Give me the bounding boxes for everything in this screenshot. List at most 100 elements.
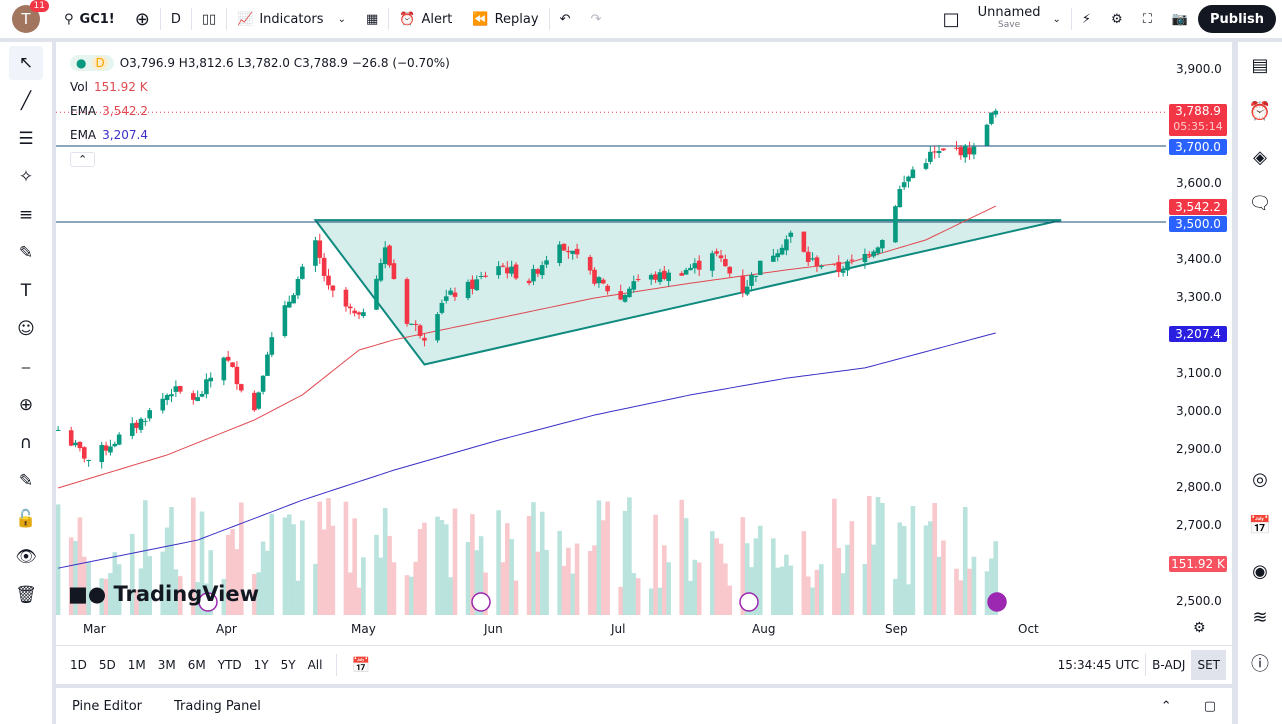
alarm-clock-icon[interactable]: ⏰: [1248, 100, 1272, 122]
zoom-in-tool[interactable]: ⊕: [18, 395, 34, 415]
settings-button[interactable]: ⚙: [1101, 0, 1133, 38]
undo-icon: ↶: [559, 11, 571, 27]
volume-bar: [505, 523, 510, 615]
chart-pane[interactable]: ● D O3,796.9 H3,812.6 L3,782.0 C3,788.9 −2…: [56, 42, 1232, 684]
range-3m[interactable]: 3M: [157, 657, 176, 672]
candle-body: [971, 146, 977, 155]
range-1y[interactable]: 1Y: [253, 657, 269, 672]
fib-tool[interactable]: ≡: [18, 205, 34, 225]
undo-button[interactable]: ↶: [550, 0, 581, 38]
candle-body: [605, 285, 610, 292]
volume-bar: [648, 588, 654, 615]
volume-bar: [696, 562, 702, 615]
volume-bar: [252, 574, 257, 615]
emoji-tool[interactable]: ☺: [17, 319, 35, 339]
goto-date-icon[interactable]: 📅: [351, 655, 371, 674]
lock-icon[interactable]: 🔓: [15, 509, 37, 529]
lock-drawing-tool[interactable]: ✎: [18, 471, 34, 491]
eye-icon[interactable]: 👁: [15, 547, 37, 567]
symbol-search[interactable]: ⚲ GC1!: [64, 11, 115, 27]
chart-type-button[interactable]: ▯▯: [192, 0, 226, 38]
horizontal-lines-tool[interactable]: ☰: [18, 129, 34, 149]
snapshot-button[interactable]: 📷: [1162, 0, 1198, 38]
avatar[interactable]: T 11: [12, 0, 49, 33]
indicators-button[interactable]: 📈 Indicators ⌄: [237, 11, 346, 27]
candle-body: [138, 418, 144, 430]
volume-bar: [199, 511, 205, 615]
redo-button[interactable]: ↷: [580, 0, 611, 38]
trendline-tool[interactable]: ╱: [20, 91, 32, 111]
volume-bar: [932, 502, 937, 615]
market-status[interactable]: ● D: [70, 55, 114, 71]
alert-button[interactable]: ⏰ Alert: [399, 11, 453, 27]
candle-body: [474, 279, 480, 291]
quick-search-button[interactable]: ⚡: [1072, 0, 1101, 38]
adjust-button[interactable]: B-ADJ: [1152, 657, 1186, 672]
fullscreen-button[interactable]: ⛶: [1133, 0, 1162, 38]
trash-icon[interactable]: 🗑: [15, 585, 37, 605]
layout-button[interactable]: □ Unnamed Save ⌄: [942, 5, 1061, 30]
tab-trading-panel[interactable]: Trading Panel: [174, 698, 261, 714]
maximize-panel-icon[interactable]: ▢: [1203, 698, 1216, 714]
text-tool[interactable]: T: [20, 281, 32, 301]
layers-icon[interactable]: ◈: [1253, 146, 1267, 168]
volume-bar: [260, 541, 266, 615]
volume-bar: [81, 556, 87, 615]
pattern-tool[interactable]: ✧: [18, 167, 34, 187]
volume-bar: [531, 502, 536, 615]
help-icon[interactable]: ⓘ: [1251, 654, 1269, 675]
chat-icon[interactable]: 🗨: [1248, 192, 1272, 214]
volume-bar: [557, 530, 562, 615]
templates-button[interactable]: ▦: [356, 0, 388, 38]
candle-body: [300, 266, 305, 279]
volume-bar: [452, 508, 458, 615]
session-button[interactable]: SET: [1191, 649, 1226, 680]
range-6m[interactable]: 6M: [187, 657, 206, 672]
volume-bar: [928, 521, 933, 615]
range-1d[interactable]: 1D: [70, 657, 87, 672]
clock[interactable]: 15:34:45 UTC: [1057, 657, 1140, 672]
volume-bar: [191, 497, 196, 615]
publish-button[interactable]: Publish: [1198, 5, 1276, 33]
brush-tool[interactable]: ✎: [18, 243, 34, 263]
collapse-panel-icon[interactable]: ⌃: [1160, 698, 1172, 714]
compare-button[interactable]: ⊕: [125, 0, 160, 38]
volume-bar: [993, 541, 999, 615]
candle-body: [103, 445, 109, 451]
range-ytd[interactable]: YTD: [217, 657, 242, 672]
broadcast-icon[interactable]: ≋: [1252, 606, 1268, 628]
calendar-icon[interactable]: 📅: [1248, 514, 1272, 536]
range-all[interactable]: All: [307, 657, 323, 672]
ohlc-values: O3,796.9 H3,812.6 L3,782.0 C3,788.9 −26.…: [119, 56, 450, 70]
volume-bar: [544, 549, 549, 615]
watchlist-icon[interactable]: ▤: [1251, 54, 1269, 76]
volume-bar: [635, 578, 641, 615]
volume-bar: [771, 538, 776, 615]
collapse-legend-button[interactable]: ⌃: [70, 151, 96, 167]
candle-body: [313, 240, 318, 266]
volume-bar: [570, 573, 576, 615]
interval-button[interactable]: D: [170, 11, 181, 27]
candle-body: [679, 273, 685, 276]
candle-body: [147, 410, 152, 419]
volume-bar: [587, 551, 593, 615]
range-5y[interactable]: 5Y: [280, 657, 296, 672]
candle-body: [744, 286, 750, 295]
magnet-tool[interactable]: ∩: [19, 433, 33, 453]
range-1m[interactable]: 1M: [127, 657, 146, 672]
tab-pine-editor[interactable]: Pine Editor: [72, 698, 143, 714]
replay-button[interactable]: ⏪ Replay: [472, 11, 539, 27]
divider: [548, 8, 550, 30]
target-icon[interactable]: ◎: [1252, 468, 1268, 490]
volume-bar: [73, 541, 78, 615]
price-chart[interactable]: [56, 42, 1232, 684]
axis-settings-icon[interactable]: ⚙: [1193, 620, 1206, 636]
volume-bar: [143, 500, 148, 615]
candle-body: [496, 266, 501, 276]
ruler-tool[interactable]: ⎯: [21, 357, 31, 377]
range-5d[interactable]: 5D: [98, 657, 116, 672]
volume-bar: [221, 579, 227, 615]
apps-icon[interactable]: ◉: [1252, 560, 1268, 582]
time-tick: Mar: [83, 622, 106, 636]
cursor-tool[interactable]: ↖: [9, 46, 43, 80]
